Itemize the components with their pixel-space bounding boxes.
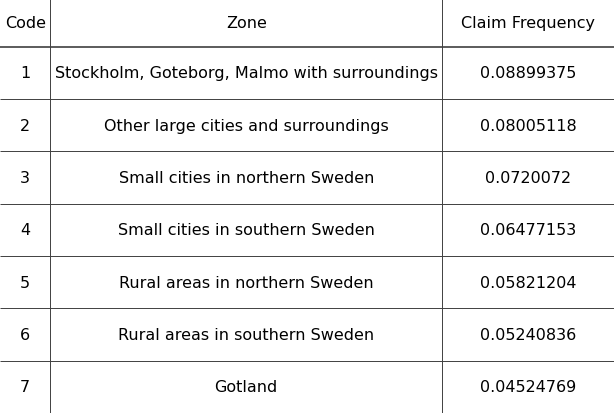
Text: 0.06477153: 0.06477153 (480, 223, 576, 238)
Text: 6: 6 (20, 327, 30, 342)
Text: Claim Frequency: Claim Frequency (461, 16, 595, 31)
Text: 4: 4 (20, 223, 30, 238)
Text: 0.0720072: 0.0720072 (485, 171, 571, 185)
Text: 7: 7 (20, 380, 30, 394)
Text: Rural areas in northern Sweden: Rural areas in northern Sweden (119, 275, 373, 290)
Text: Gotland: Gotland (214, 380, 278, 394)
Text: Code: Code (5, 16, 45, 31)
Text: Zone: Zone (226, 16, 266, 31)
Text: 0.08005118: 0.08005118 (480, 119, 577, 133)
Text: 0.05240836: 0.05240836 (480, 327, 576, 342)
Text: 0.08899375: 0.08899375 (480, 66, 576, 81)
Text: 1: 1 (20, 66, 30, 81)
Text: 0.05821204: 0.05821204 (480, 275, 577, 290)
Text: 2: 2 (20, 119, 30, 133)
Text: Rural areas in southern Sweden: Rural areas in southern Sweden (118, 327, 375, 342)
Text: Other large cities and surroundings: Other large cities and surroundings (104, 119, 389, 133)
Text: Stockholm, Goteborg, Malmo with surroundings: Stockholm, Goteborg, Malmo with surround… (55, 66, 438, 81)
Text: Small cities in southern Sweden: Small cities in southern Sweden (118, 223, 375, 238)
Text: 3: 3 (20, 171, 30, 185)
Text: 5: 5 (20, 275, 30, 290)
Text: Small cities in northern Sweden: Small cities in northern Sweden (119, 171, 374, 185)
Text: 0.04524769: 0.04524769 (480, 380, 576, 394)
